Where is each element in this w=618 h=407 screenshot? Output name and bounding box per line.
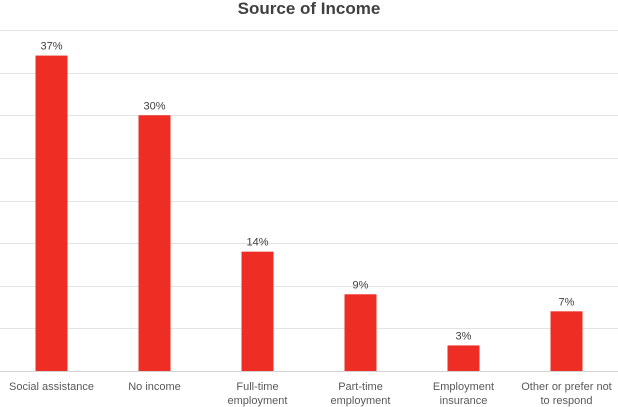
bar-2 <box>138 115 171 371</box>
data-label-2: 30% <box>143 100 165 112</box>
x-tick-label-2: No income <box>128 381 181 393</box>
data-label-1: 37% <box>40 41 62 53</box>
bar-6 <box>550 311 583 371</box>
x-tick-label-3: Full-time employment <box>228 381 288 407</box>
chart-title: Source of Income <box>237 0 381 18</box>
data-label-6: 7% <box>559 296 575 308</box>
x-tick-label-1: Social assistance <box>9 381 94 393</box>
bar-1 <box>35 55 68 371</box>
data-label-5: 3% <box>456 330 472 342</box>
x-tick-label-5: Employment insurance <box>433 381 494 407</box>
data-label-3: 14% <box>246 237 268 249</box>
bar-3 <box>241 251 274 371</box>
bar-4 <box>344 294 377 371</box>
data-label-4: 9% <box>353 279 369 291</box>
x-tick-label-4: Part-time employment <box>331 381 391 407</box>
x-tick-label-6: Other or prefer not to respond <box>521 381 612 407</box>
bar-5 <box>447 345 480 371</box>
